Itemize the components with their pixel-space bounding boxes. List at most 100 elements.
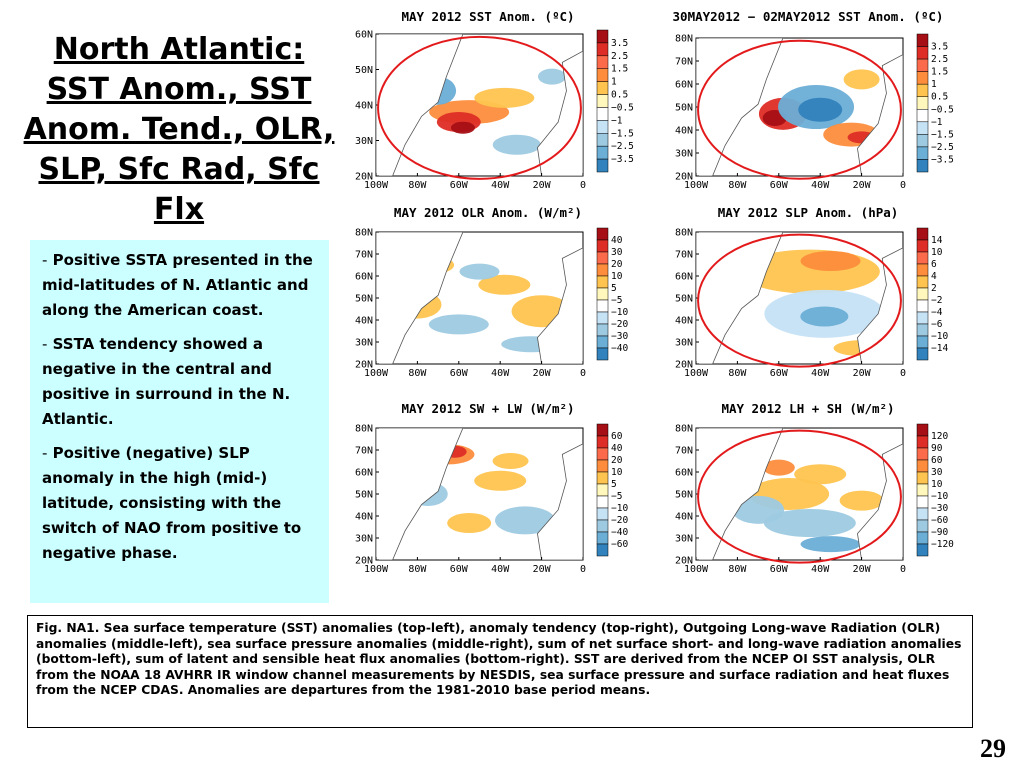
colorbar-swatch <box>916 495 929 509</box>
lat-label: 50N <box>355 65 373 76</box>
colorbar-label: 4 <box>931 271 937 282</box>
lat-label: 60N <box>355 272 373 283</box>
colorbar-label: 2.5 <box>931 54 948 65</box>
lat-label: 60N <box>355 468 373 479</box>
colorbar-swatch <box>916 471 929 485</box>
lon-label: 60W <box>450 180 469 191</box>
lat-label: 60N <box>675 272 693 283</box>
anomaly-region <box>800 251 861 272</box>
lon-label: 40W <box>491 368 510 379</box>
colorbar-swatch <box>916 543 929 557</box>
bullet-item: - SSTA tendency showed a negative in the… <box>42 332 319 432</box>
colorbar-swatch <box>916 423 929 437</box>
lon-label: 40W <box>811 180 830 191</box>
page-number: 29 <box>980 734 1006 763</box>
lon-label: 80W <box>728 564 747 575</box>
colorbar-label: 10 <box>611 271 623 282</box>
bullet-text: Positive (negative) SLP anomaly in the h… <box>42 444 302 562</box>
anomaly-region <box>459 263 500 280</box>
map-panel-lh-sh: MAY 2012 LH + SH (W/m²) 80N 70N 60N 50N 40N 30… <box>660 400 960 590</box>
lat-label: 30N <box>355 338 373 349</box>
colorbar-swatch <box>596 483 609 497</box>
colorbar-swatch <box>916 275 929 289</box>
anomaly-region <box>794 464 847 485</box>
map-title: 30MAY2012 − 02MAY2012 SST Anom. (ºC) <box>673 9 944 24</box>
anomaly-region <box>474 87 535 108</box>
lon-label: 20W <box>853 180 872 191</box>
colorbar-label: −5 <box>611 491 622 502</box>
anomaly-region <box>800 306 849 327</box>
lat-label: 70N <box>675 446 693 457</box>
colorbar-label: 60 <box>931 455 943 466</box>
lon-label: 0 <box>900 564 906 575</box>
lon-label: 60W <box>450 368 469 379</box>
lon-label: 40W <box>491 564 510 575</box>
lon-label: 20W <box>853 368 872 379</box>
lat-label: 60N <box>675 468 693 479</box>
lon-label: 80W <box>408 180 427 191</box>
map-title: MAY 2012 OLR Anom. (W/m²) <box>394 205 582 220</box>
colorbar-label: 5 <box>611 283 617 294</box>
anomaly-region <box>843 69 880 90</box>
colorbar-label: −10 <box>931 491 948 502</box>
colorbar-label: −20 <box>611 515 628 526</box>
colorbar-label: −0.5 <box>611 102 634 113</box>
lon-label: 80W <box>728 180 747 191</box>
colorbar-label: 40 <box>611 235 623 246</box>
lat-label: 60N <box>355 30 373 41</box>
colorbar-label: −4 <box>931 307 943 318</box>
map-title: MAY 2012 SST Anom. (ºC) <box>401 9 574 24</box>
lat-label: 80N <box>355 228 373 239</box>
colorbar-swatch <box>596 531 609 545</box>
colorbar-swatch <box>916 227 929 241</box>
colorbar-swatch <box>916 287 929 301</box>
colorbar-label: −60 <box>931 515 948 526</box>
map-panel-sst-tend: 30MAY2012 − 02MAY2012 SST Anom. (ºC) 80N 7… <box>660 8 960 198</box>
lat-label: 20N <box>355 172 373 183</box>
lon-label: 20W <box>533 564 552 575</box>
colorbar-swatch <box>596 29 609 44</box>
lon-label: 20W <box>853 564 872 575</box>
bullet-text: Positive SSTA presented in the mid-latit… <box>42 251 313 319</box>
colorbar-label: −10 <box>931 331 948 342</box>
lat-label: 30N <box>675 338 693 349</box>
lon-label: 60W <box>770 564 789 575</box>
colorbar-swatch <box>596 471 609 485</box>
colorbar-label: 0.5 <box>931 92 948 103</box>
anomaly-region <box>474 470 527 491</box>
map-svg: MAY 2012 SW + LW (W/m²) 80N 70N 60N 50N 40N 30… <box>355 401 629 575</box>
colorbar-label: 120 <box>931 431 948 442</box>
anomaly-region <box>839 490 884 511</box>
lat-label: 30N <box>355 534 373 545</box>
colorbar-label: −2 <box>931 295 942 306</box>
colorbar-label: 10 <box>611 467 623 478</box>
colorbar-label: −1.5 <box>611 128 634 139</box>
lat-label: 50N <box>675 490 693 501</box>
colorbar-label: 60 <box>611 431 623 442</box>
colorbar-swatch <box>916 134 929 148</box>
map-panel-sw-lw: MAY 2012 SW + LW (W/m²) 80N 70N 60N 50N 40N 30… <box>340 400 640 590</box>
anomaly-region <box>450 121 475 134</box>
land-europe-africa <box>857 247 903 364</box>
anomaly-region <box>428 314 489 335</box>
colorbar-swatch <box>916 335 929 349</box>
colorbar-swatch <box>916 109 929 123</box>
lat-label: 40N <box>355 101 373 112</box>
colorbar-swatch <box>596 263 609 277</box>
lat-label: 70N <box>675 250 693 261</box>
colorbar-swatch <box>596 94 609 108</box>
colorbar-label: 2.5 <box>611 51 628 62</box>
colorbar-swatch <box>596 120 609 134</box>
colorbar-label: 1.5 <box>931 67 948 78</box>
map-svg: MAY 2012 OLR Anom. (W/m²) 80N 70N 60N 50N 40N… <box>355 205 629 379</box>
colorbar-swatch <box>916 239 929 253</box>
bullet-text: SSTA tendency showed a negative in the c… <box>42 335 291 428</box>
colorbar-label: −1 <box>611 115 623 126</box>
lon-label: 0 <box>900 368 906 379</box>
colorbar-swatch <box>916 311 929 325</box>
lat-label: 80N <box>355 424 373 435</box>
land-americas <box>696 38 784 176</box>
lat-label: 70N <box>355 446 373 457</box>
anomaly-region <box>492 453 529 469</box>
land-americas <box>696 428 784 560</box>
